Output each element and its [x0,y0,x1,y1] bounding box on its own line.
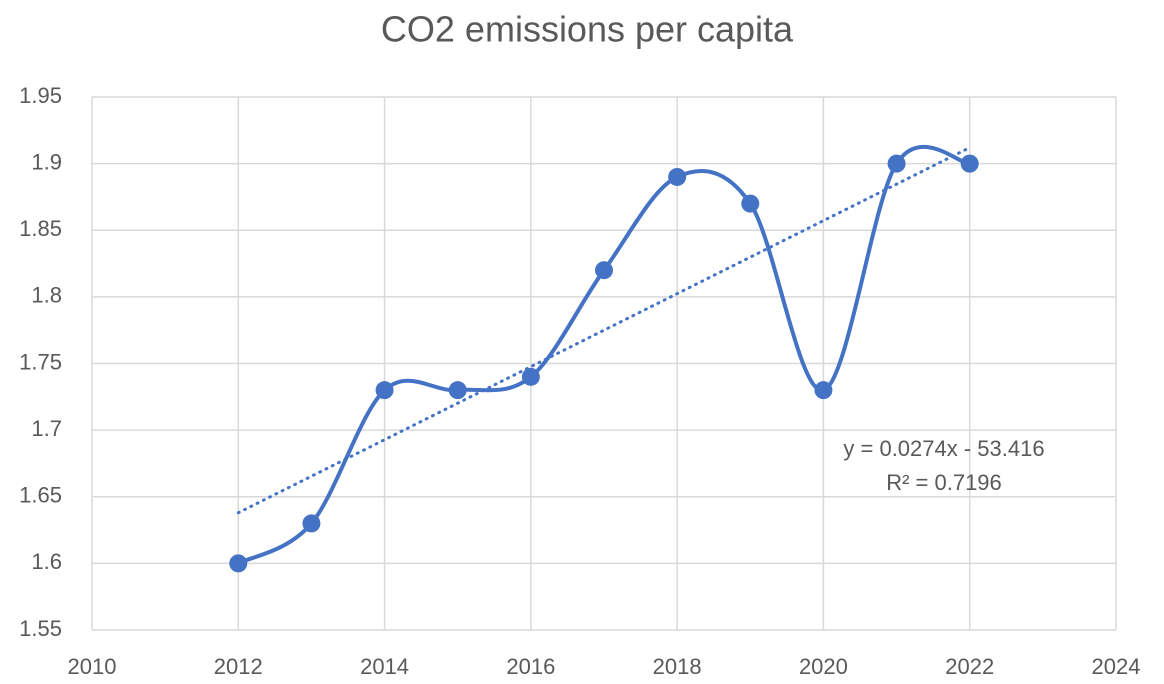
trend-r-squared: R² = 0.7196 [886,470,1002,495]
data-point [375,381,394,400]
y-tick-label: 1.8 [31,283,62,308]
x-tick-label: 2020 [799,654,848,679]
data-point [521,367,540,386]
chart-title: CO2 emissions per capita [381,9,794,50]
y-tick-label: 1.95 [19,83,62,108]
series-line [237,144,971,566]
x-tick-label: 2014 [360,654,409,679]
x-tick-label: 2010 [68,654,117,679]
y-tick-label: 1.7 [31,416,62,441]
data-point [229,554,248,573]
x-tick-label: 2016 [506,654,555,679]
trendline [236,146,972,515]
data-point [595,261,613,280]
x-tick-label: 2022 [945,654,994,679]
y-tick-label: 1.6 [31,549,62,574]
data-point [668,167,687,186]
data-point [960,154,979,173]
y-tick-label: 1.85 [19,216,62,241]
data-point [887,154,906,173]
data-point [302,514,321,533]
data-point [814,381,833,400]
trend-equation: y = 0.0274x - 53.416 [843,436,1044,461]
y-tick-label: 1.75 [19,349,62,374]
x-tick-label: 2024 [1092,654,1141,679]
data-point [448,381,467,400]
x-tick-label: 2012 [214,654,263,679]
x-tick-label: 2018 [653,654,702,679]
y-tick-label: 1.55 [19,616,62,641]
y-tick-label: 1.65 [19,483,62,508]
data-point [741,194,760,213]
y-tick-label: 1.9 [31,149,62,174]
